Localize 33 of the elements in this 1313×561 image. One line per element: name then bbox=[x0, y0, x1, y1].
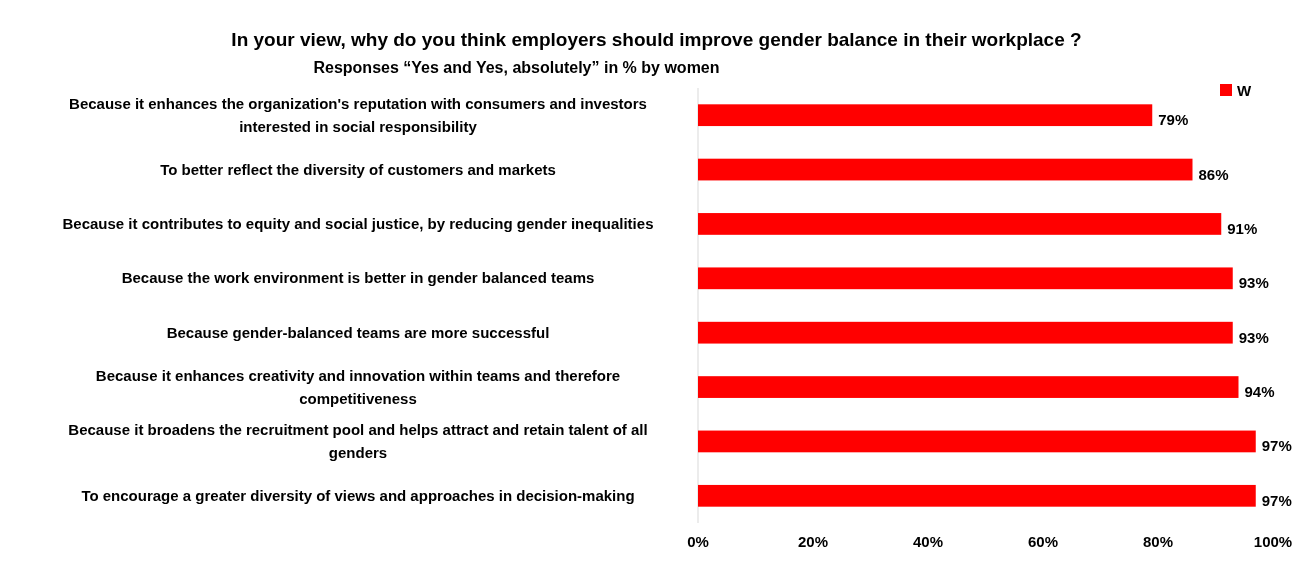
y-tick-label: Because it contributes to equity and social justice, by reducing gender inequalities bbox=[62, 214, 654, 232]
y-tick-label: Because gender-balanced teams are more successful bbox=[166, 323, 550, 341]
data-label: 93% bbox=[1238, 274, 1269, 292]
y-tick-label: To better reflect the diversity of customers and markets bbox=[160, 160, 556, 178]
y-tick-label: Because it enhances the organization's reputation with consumers and investors interested in social responsibility bbox=[69, 94, 647, 135]
y-tick-label: Because the work environment is better in gender balanced teams bbox=[121, 269, 595, 287]
bar bbox=[698, 321, 1233, 344]
x-tick-label: 60% bbox=[1027, 533, 1059, 550]
bar bbox=[698, 430, 1256, 453]
bar bbox=[698, 104, 1153, 127]
bar bbox=[698, 376, 1239, 398]
x-tick-label: 100% bbox=[1253, 533, 1293, 550]
data-label: 97% bbox=[1261, 437, 1292, 455]
x-tick-label: 20% bbox=[797, 533, 829, 550]
x-tick-label: 0% bbox=[687, 533, 709, 550]
data-label: 97% bbox=[1261, 491, 1292, 509]
text: Responses “Yes and Yes, absolutely” in % by women bbox=[313, 59, 720, 76]
data-label: 86% bbox=[1198, 165, 1229, 183]
bar bbox=[698, 213, 1222, 235]
y-tick-label: Because it broadens the recruitment pool and helps attract and retain talent of all genders bbox=[68, 420, 648, 461]
x-tick-label: 40% bbox=[912, 533, 944, 550]
y-tick-label: Because it enhances creativity and innovation within teams and therefore competitiveness bbox=[95, 366, 621, 407]
data-label: 91% bbox=[1227, 219, 1258, 237]
data-label: 79% bbox=[1158, 111, 1189, 129]
legend-label: W bbox=[1237, 82, 1252, 99]
x-tick-label: 80% bbox=[1142, 533, 1174, 550]
bar bbox=[698, 267, 1233, 290]
chart-title: In your view, why do you think employers should improve gender balance in their workplace ? bbox=[231, 29, 1082, 50]
bar bbox=[698, 484, 1256, 507]
bar bbox=[698, 158, 1193, 181]
data-label: 93% bbox=[1238, 328, 1269, 346]
y-tick-label: To encourage a greater diversity of views and approaches in decision-making bbox=[81, 486, 635, 504]
data-label: 94% bbox=[1244, 383, 1275, 401]
